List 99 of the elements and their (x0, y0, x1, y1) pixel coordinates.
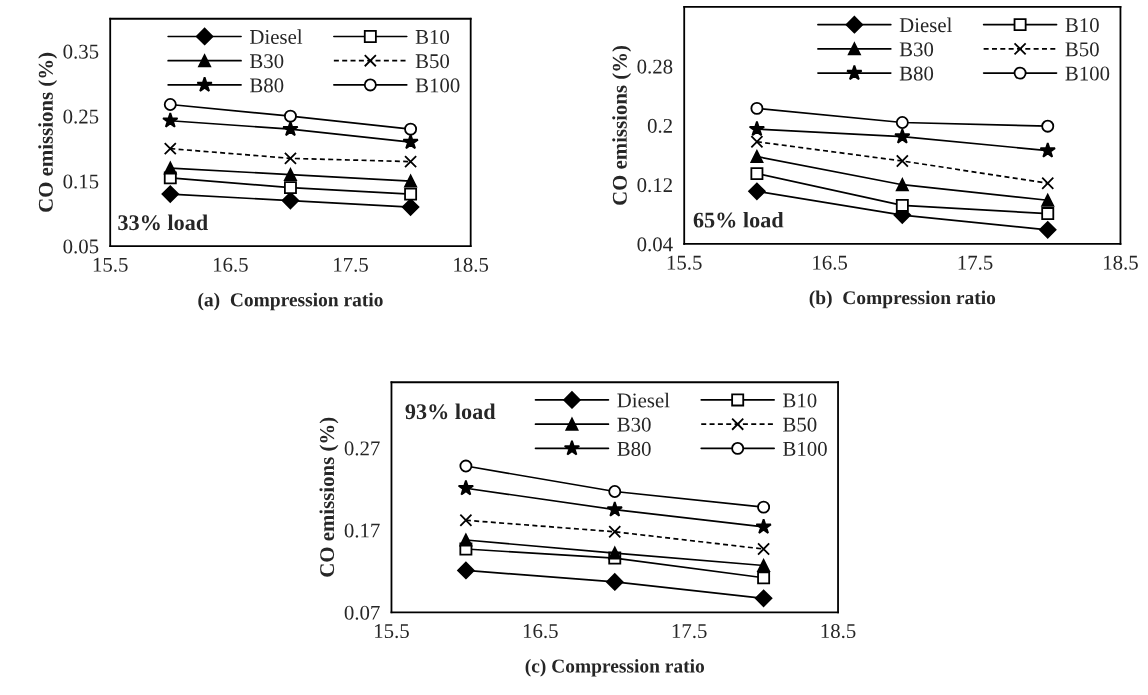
legend-label: B30 (617, 417, 651, 432)
point (757, 571, 771, 585)
legend-label: B30 (899, 42, 934, 57)
point (283, 181, 297, 195)
x-tick-label: 16.5 (523, 624, 558, 639)
y-tick-label: 0.25 (63, 109, 99, 124)
point (608, 546, 622, 560)
point (402, 133, 419, 150)
point (457, 561, 475, 580)
point (605, 573, 624, 591)
legend-label: B10 (783, 393, 817, 408)
point (748, 120, 766, 137)
legend-label: Diesel (617, 392, 670, 408)
y-tick-label: 0.05 (63, 239, 99, 254)
point (459, 513, 473, 527)
x-axis-title: (a) Compression ratio (198, 292, 383, 311)
point (606, 501, 623, 517)
point (608, 525, 622, 539)
y-tick-label: 0.35 (63, 44, 99, 59)
legend-label: B100 (415, 78, 460, 93)
point (404, 155, 418, 169)
point (282, 120, 299, 137)
legend-label: Diesel (899, 17, 952, 33)
point (755, 518, 772, 534)
point (750, 150, 764, 164)
point (161, 185, 180, 203)
annotation: 33% load (118, 214, 208, 231)
legend-label: B50 (783, 417, 817, 432)
point (404, 187, 418, 201)
y-tick-label: 0.12 (637, 178, 672, 193)
point (163, 98, 177, 111)
point (750, 101, 764, 115)
point (1038, 221, 1057, 239)
x-tick-label: 16.5 (213, 257, 248, 272)
point (283, 151, 297, 165)
point (401, 198, 420, 216)
point (894, 128, 911, 144)
x-tick-label: 17.5 (672, 624, 707, 639)
legend-label: B10 (415, 29, 450, 44)
point (1041, 176, 1055, 190)
point (895, 116, 909, 129)
point (1041, 119, 1055, 133)
x-tick-label: 18.5 (454, 257, 489, 272)
point (162, 112, 179, 128)
point (750, 167, 764, 181)
x-tick-label: 15.5 (93, 257, 128, 272)
point (1041, 193, 1055, 207)
y-tick-label: 0.27 (344, 441, 380, 456)
x-tick-label: 18.5 (821, 624, 856, 639)
point (1039, 142, 1056, 158)
x-axis-title: (c) Compression ratio (525, 658, 705, 677)
legend-label: Diesel (249, 29, 303, 44)
y-tick-label: 0.04 (637, 237, 673, 252)
y-tick-label: 0.15 (63, 174, 99, 189)
legend-label: B50 (1065, 42, 1099, 57)
point (283, 168, 297, 182)
point (895, 198, 909, 212)
y-axis-title: CO emissions (%) (319, 417, 339, 577)
y-axis-title: CO emissions (%) (612, 45, 632, 205)
point (748, 182, 766, 201)
x-tick-label: 16.5 (813, 255, 848, 270)
x-axis-title: (b) Compression ratio (809, 290, 996, 309)
point (895, 154, 909, 168)
point (757, 559, 771, 572)
legend-label: B80 (899, 66, 934, 81)
point (757, 500, 771, 514)
y-axis-title: CO emissions (%) (38, 52, 58, 212)
legend-label: B10 (1065, 18, 1099, 33)
point (283, 109, 297, 123)
point (459, 459, 473, 473)
legend-label: B50 (415, 54, 450, 69)
annotation: 65% load (693, 211, 784, 228)
annotation: 93% load (405, 403, 496, 420)
point (404, 174, 418, 188)
y-tick-label: 0.17 (344, 523, 380, 538)
point (754, 589, 773, 608)
legend-label: B100 (783, 441, 827, 456)
point (457, 479, 475, 496)
x-tick-label: 17.5 (334, 257, 368, 272)
y-tick-label: 0.2 (647, 118, 672, 133)
point (608, 485, 622, 498)
x-tick-label: 17.5 (958, 255, 993, 270)
point (757, 542, 771, 556)
y-tick-label: 0.28 (637, 59, 673, 74)
x-tick-label: 18.5 (1104, 255, 1138, 270)
legend-label: B100 (1065, 66, 1110, 81)
point (459, 533, 473, 547)
legend-label: B30 (249, 54, 284, 69)
point (163, 142, 177, 156)
point (895, 178, 909, 192)
point (163, 161, 177, 175)
point (404, 122, 418, 136)
x-tick-label: 15.5 (667, 255, 702, 270)
point (750, 135, 764, 149)
point (1041, 207, 1055, 221)
x-tick-label: 15.5 (375, 624, 409, 639)
legend-label: B80 (617, 441, 651, 456)
y-tick-label: 0.07 (344, 605, 380, 620)
legend-label: B80 (249, 78, 284, 93)
